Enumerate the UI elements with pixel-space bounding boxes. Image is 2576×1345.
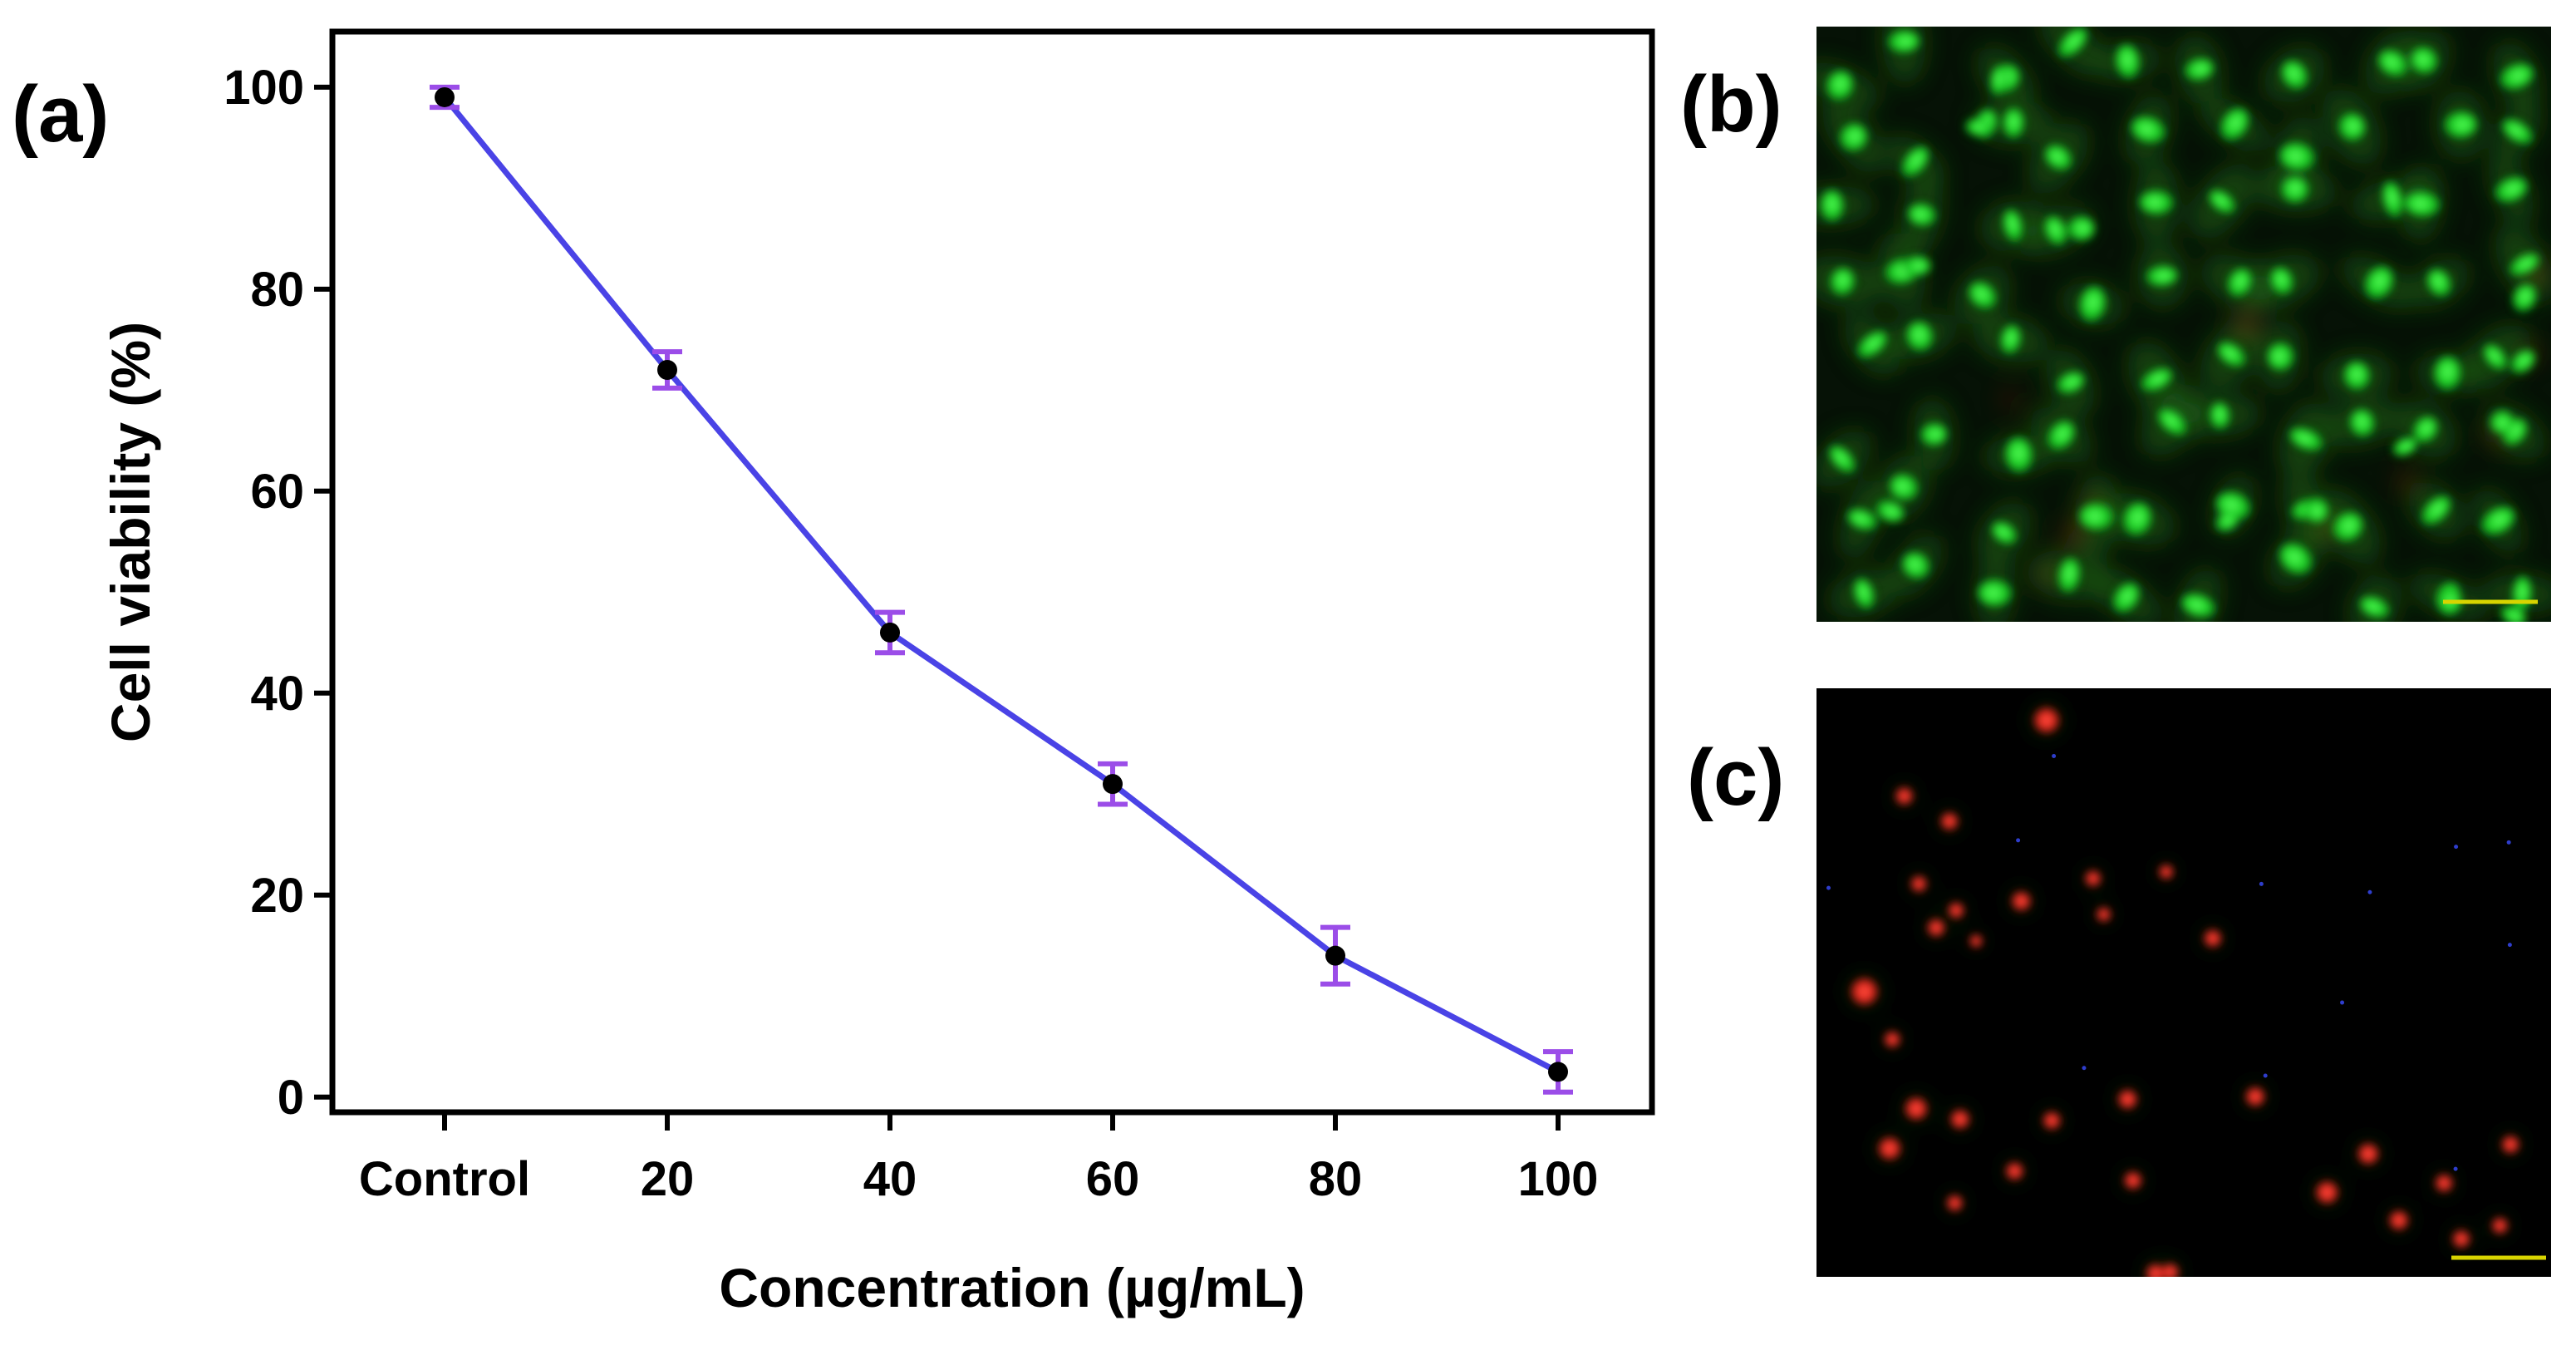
series-line — [442, 95, 1560, 1075]
y-tick-label: 0 — [278, 1071, 304, 1125]
y-tick-label: 80 — [250, 263, 304, 317]
plot-frame — [329, 28, 1655, 1116]
panel-label-c: (c) — [1687, 733, 1784, 822]
x-tick-label: 60 — [1086, 1152, 1140, 1206]
x-axis-ticks: Control 20 40 60 80 100 — [359, 1112, 1598, 1206]
x-tick-label: 40 — [863, 1152, 917, 1206]
nucleus-layer — [1820, 27, 2539, 622]
data-point — [435, 86, 455, 107]
live-cell-layer — [1816, 27, 2551, 622]
y-tick-label: 100 — [224, 61, 304, 115]
data-point — [880, 622, 900, 643]
y-tick-label: 20 — [250, 869, 304, 923]
y-axis-ticks: 0 20 40 60 80 100 — [224, 61, 332, 1125]
data-point — [657, 360, 677, 381]
x-tick-label: Control — [359, 1152, 530, 1206]
dead-cell-nuclei — [1850, 707, 2520, 1277]
x-tick-label: 80 — [1309, 1152, 1363, 1206]
dead-cell-layer — [1826, 697, 2526, 1277]
x-axis-title: Concentration (µg/mL) — [719, 1257, 1305, 1318]
data-point — [1548, 1062, 1568, 1082]
data-point — [1325, 945, 1345, 966]
panel-label-b: (b) — [1680, 60, 1782, 149]
x-tick-label: 100 — [1518, 1152, 1599, 1206]
micrograph-c-background — [1816, 688, 2551, 1277]
series-layer — [430, 84, 1573, 1095]
x-tick-label: 20 — [641, 1152, 695, 1206]
cytoplasm-layer — [1816, 27, 2551, 622]
y-tick-label: 60 — [250, 465, 304, 519]
chart-panel-a: 0 20 40 60 80 100 Control 20 40 60 80 100 Cell via… — [100, 28, 1655, 1318]
micrograph-dead-cells — [1816, 688, 2551, 1277]
y-axis-title: Cell viability (%) — [100, 322, 161, 742]
y-tick-label: 40 — [250, 667, 304, 721]
micrograph-live-cells — [1816, 27, 2551, 622]
panel-label-a: (a) — [12, 70, 109, 159]
data-point — [1103, 774, 1123, 795]
